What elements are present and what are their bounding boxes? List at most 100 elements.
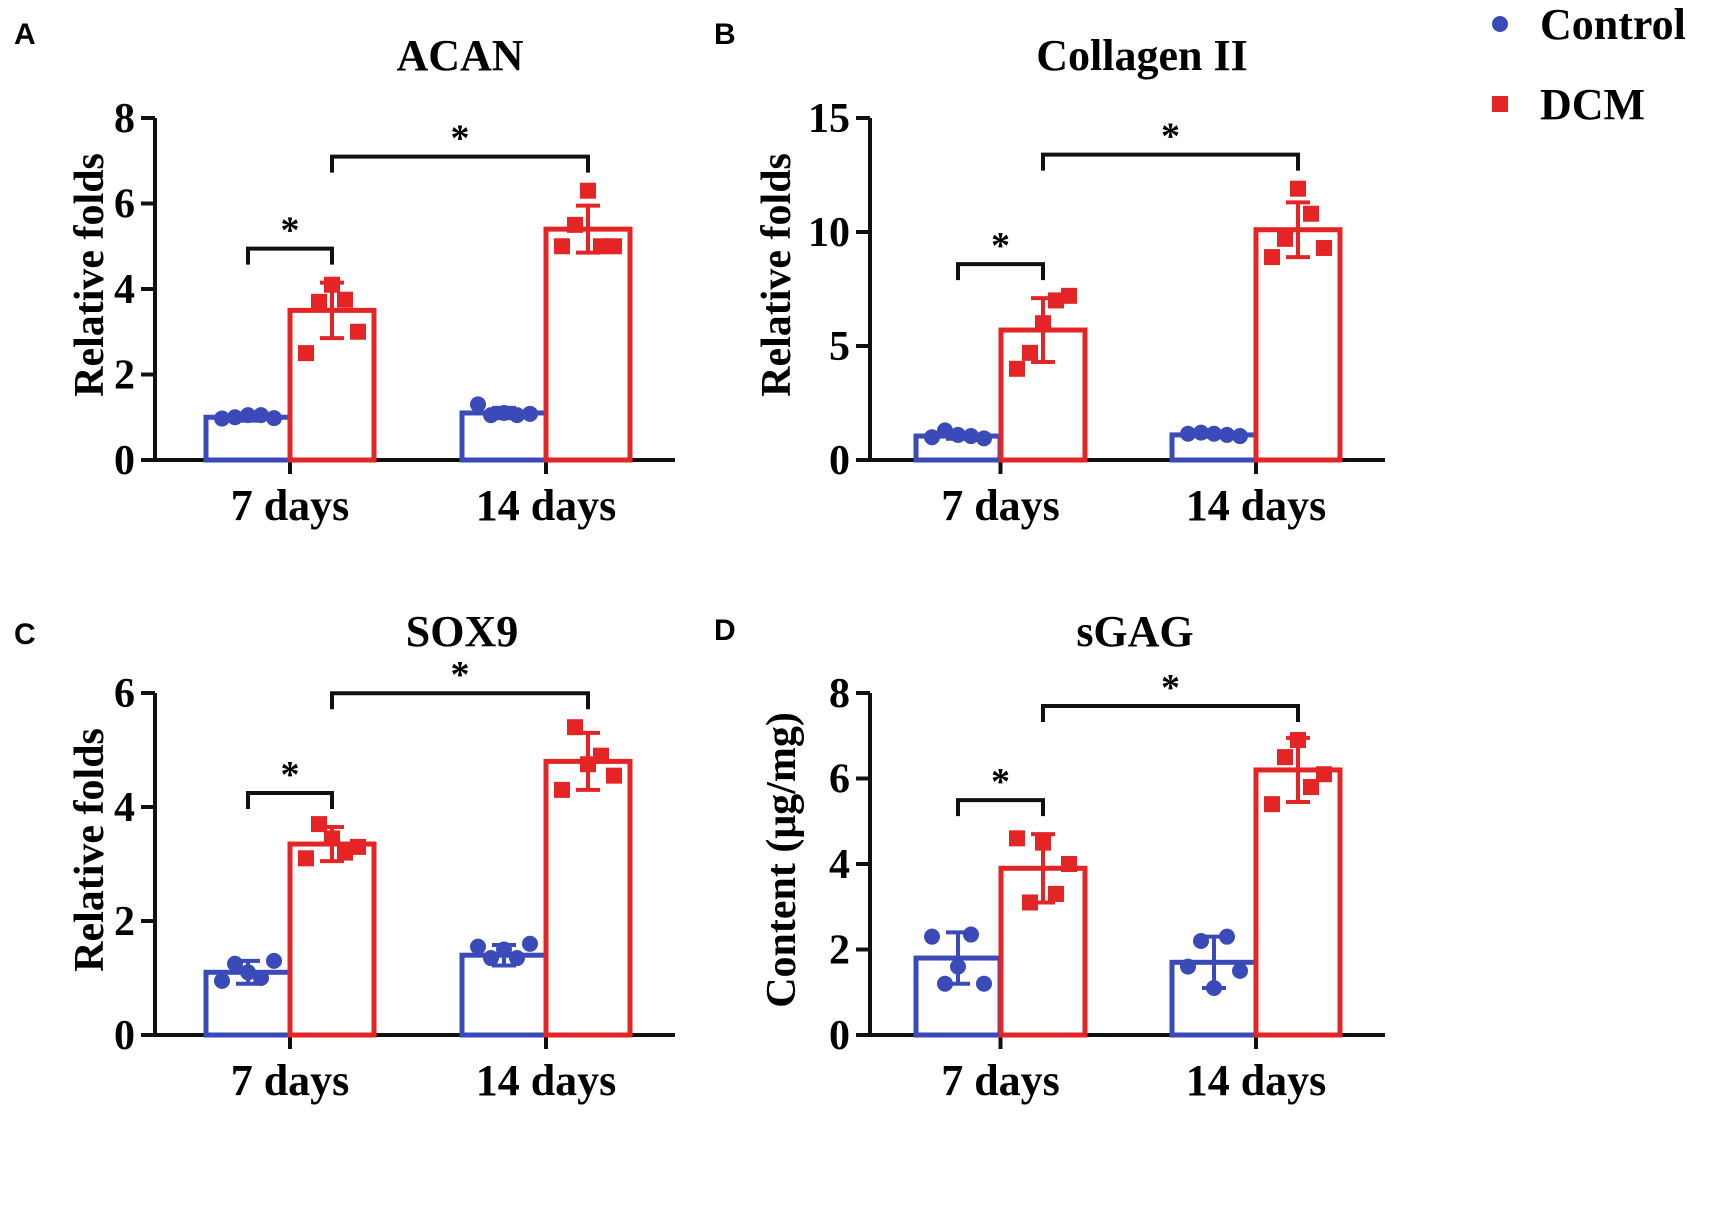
significance-bracket: [1041, 704, 1300, 723]
bar-dcm: [543, 758, 633, 1038]
data-point-dcm: [1316, 239, 1332, 256]
significance-star: *: [281, 210, 300, 252]
data-point-control: [483, 950, 499, 967]
data-point-control: [924, 928, 940, 945]
y-axis-label: Relative folds: [67, 153, 113, 397]
data-point-control: [924, 429, 940, 446]
data-point-control: [522, 405, 538, 422]
data-point-control: [214, 410, 230, 427]
panel-letter: C: [14, 618, 36, 651]
data-point-dcm: [324, 276, 340, 293]
data-point-control: [496, 941, 512, 958]
data-point-control: [1180, 425, 1196, 442]
panel-letter: D: [714, 614, 736, 647]
legend: Control DCM: [1492, 0, 1686, 129]
significance-star: *: [1161, 667, 1180, 709]
y-tick-label: 4: [114, 267, 135, 313]
data-point-dcm: [1061, 856, 1077, 872]
significance-bracket: [246, 790, 334, 809]
y-tick-label: 2: [829, 928, 850, 974]
data-point-dcm: [554, 781, 570, 798]
data-point-dcm: [1277, 230, 1293, 247]
y-tick-label: 6: [829, 757, 850, 803]
data-point-dcm: [580, 182, 596, 199]
data-point-dcm: [1009, 830, 1025, 847]
x-tick-label: 7 days: [231, 481, 350, 530]
chart-title: ACAN: [396, 31, 523, 80]
bar-dcm: [543, 226, 633, 463]
significance-star: *: [1161, 116, 1180, 158]
data-point-control: [227, 955, 243, 972]
data-point-dcm: [350, 838, 366, 855]
data-point-dcm: [1303, 779, 1319, 796]
data-point-control: [1193, 932, 1209, 949]
data-point-dcm: [1048, 292, 1064, 309]
data-point-control: [240, 964, 256, 981]
data-point-control: [937, 422, 953, 439]
data-point-dcm: [337, 844, 353, 861]
y-tick-label: 6: [114, 182, 135, 228]
data-point-dcm: [554, 238, 570, 255]
y-tick-label: 2: [114, 899, 135, 945]
significance-star: *: [991, 225, 1010, 267]
x-tick-label: 7 days: [231, 1056, 350, 1105]
data-point-control: [976, 975, 992, 992]
y-tick-label: 15: [808, 96, 850, 142]
data-point-dcm: [1264, 796, 1280, 813]
data-point-control: [950, 426, 966, 443]
data-point-control: [483, 407, 499, 424]
data-point-control: [470, 938, 486, 955]
data-point-control: [214, 972, 230, 989]
significance-star: *: [281, 754, 300, 796]
y-tick-label: 8: [829, 671, 850, 717]
data-point-dcm: [1277, 749, 1293, 766]
data-point-control: [1232, 428, 1248, 445]
data-point-dcm: [1022, 894, 1038, 911]
panel-b: B Collagen II Relative folds 0 5 10 15 7 days 14…: [714, 18, 1385, 530]
data-point-dcm: [1290, 732, 1306, 749]
data-point-control: [1206, 979, 1222, 996]
data-point-control: [963, 926, 979, 943]
y-axis-label: Relative folds: [67, 728, 113, 972]
data-point-dcm: [567, 216, 583, 233]
data-point-dcm: [1035, 834, 1051, 851]
data-point-dcm: [1048, 885, 1064, 902]
y-tick-label: 4: [114, 785, 135, 831]
y-tick-label: 0: [829, 1013, 850, 1059]
data-point-control: [496, 404, 512, 421]
data-point-control: [253, 970, 269, 986]
data-point-control: [937, 975, 953, 992]
data-point-dcm: [606, 767, 622, 784]
data-point-control: [1193, 424, 1209, 441]
panel-letter: A: [14, 18, 36, 51]
data-point-dcm: [1061, 287, 1077, 304]
y-axis-label: Content (μg/mg): [759, 712, 805, 1008]
data-point-dcm: [580, 756, 596, 773]
data-point-control: [1219, 426, 1235, 443]
data-point-control: [266, 952, 282, 969]
data-point-dcm: [337, 291, 353, 308]
x-tick-label: 14 days: [476, 481, 617, 530]
legend-marker-control: [1492, 16, 1508, 32]
data-point-control: [240, 407, 256, 424]
data-point-dcm: [311, 816, 327, 833]
significance-star: *: [451, 118, 470, 160]
data-point-dcm: [1009, 360, 1025, 377]
legend-label: DCM: [1540, 80, 1645, 129]
chart-title: sGAG: [1076, 607, 1193, 656]
data-point-control: [253, 407, 269, 424]
bar-dcm: [287, 841, 377, 1038]
significance-bracket: [956, 262, 1045, 281]
y-tick-label: 10: [808, 210, 850, 256]
x-tick-label: 7 days: [941, 481, 1060, 530]
data-point-dcm: [350, 323, 366, 340]
y-tick-label: 2: [114, 353, 135, 399]
data-point-dcm: [1316, 766, 1332, 783]
x-tick-label: 7 days: [941, 1056, 1060, 1105]
data-point-dcm: [1264, 249, 1280, 266]
data-point-control: [1206, 425, 1222, 442]
legend-marker-dcm: [1492, 96, 1508, 112]
chart-title: Collagen II: [1036, 31, 1247, 80]
